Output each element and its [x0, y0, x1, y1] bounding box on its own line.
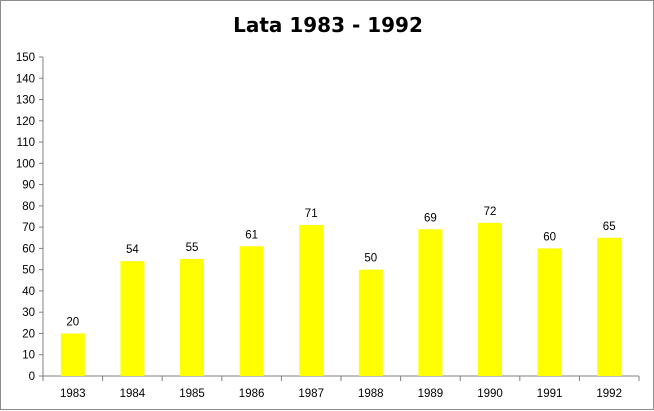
- y-tick-label: 40: [22, 286, 35, 298]
- y-tick-label: 0: [29, 371, 35, 383]
- y-tick-label: 120: [16, 116, 35, 128]
- x-tick-label-1988: 1988: [358, 388, 384, 400]
- data-label-1989: 69: [424, 212, 437, 224]
- y-tick-label: 50: [22, 265, 35, 277]
- y-tick-label: 90: [22, 180, 35, 192]
- x-tick-label-1983: 1983: [60, 388, 86, 400]
- x-tick-label-1985: 1985: [179, 388, 205, 400]
- data-label-1991: 60: [543, 231, 556, 243]
- bar-1983: [60, 333, 85, 376]
- bar-1986: [239, 246, 264, 376]
- bar-1988: [358, 269, 383, 376]
- data-label-1986: 61: [245, 229, 258, 241]
- data-label-1984: 54: [126, 244, 139, 256]
- bar-1985: [180, 259, 204, 376]
- x-tick-label-1989: 1989: [418, 388, 444, 400]
- y-tick-label: 80: [22, 201, 35, 213]
- x-tick-label-1987: 1987: [298, 388, 324, 400]
- x-tick-label-1986: 1986: [239, 388, 265, 400]
- y-tick-label: 130: [16, 95, 35, 107]
- x-tick-label-1992: 1992: [596, 388, 622, 400]
- data-label-1983: 20: [66, 316, 79, 328]
- y-tick-label: 60: [22, 243, 35, 255]
- y-tick-label: 10: [22, 350, 35, 362]
- y-tick-label: 150: [16, 52, 35, 64]
- data-label-1985: 55: [186, 242, 199, 254]
- data-label-1990: 72: [484, 206, 497, 218]
- data-label-1992: 65: [603, 221, 616, 233]
- y-tick-label: 30: [22, 307, 35, 319]
- y-tick-label: 110: [17, 137, 35, 149]
- bar-1990: [478, 222, 502, 376]
- bar-1991: [537, 248, 562, 376]
- bar-1989: [418, 229, 443, 376]
- y-tick-label: 140: [16, 73, 35, 85]
- x-tick-label-1991: 1991: [537, 388, 563, 400]
- bar-1984: [120, 261, 145, 376]
- x-tick-label-1990: 1990: [477, 388, 503, 400]
- bar-1987: [299, 225, 324, 376]
- data-label-1988: 50: [364, 253, 377, 265]
- x-tick-label-1984: 1984: [120, 388, 146, 400]
- data-label-1987: 71: [305, 208, 318, 220]
- chart-title: Lata 1983 - 1992: [233, 13, 423, 37]
- y-tick-label: 100: [16, 158, 35, 170]
- y-tick-label: 20: [22, 328, 35, 340]
- bar-1992: [597, 237, 622, 376]
- y-tick-label: 70: [22, 222, 35, 234]
